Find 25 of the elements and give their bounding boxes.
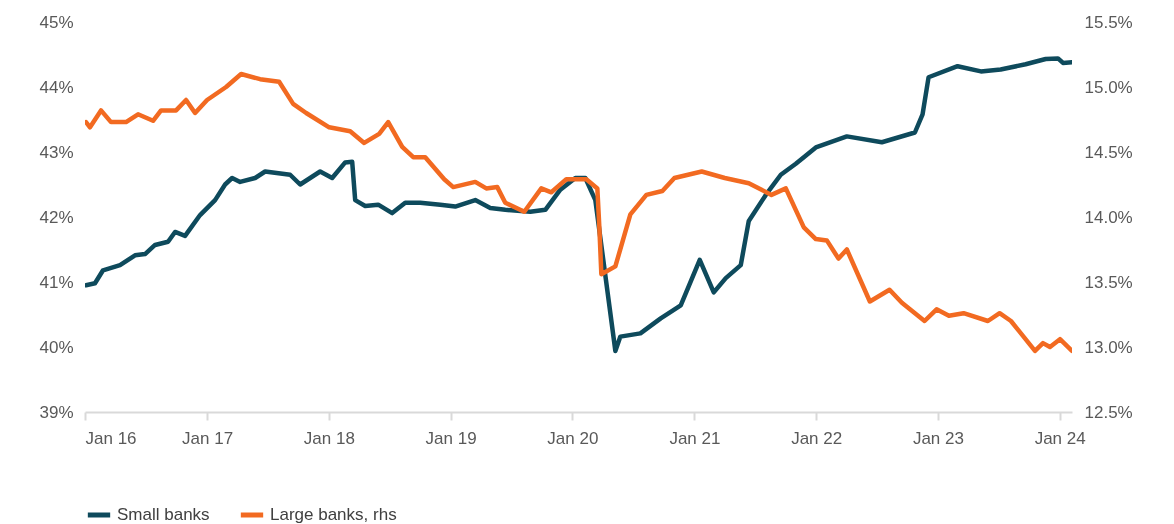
x-tick-label: Jan 19 xyxy=(425,428,477,448)
y-tick-label: 44% xyxy=(39,77,74,97)
y-tick-label: 40% xyxy=(39,337,74,357)
x-tick-label: Jan 23 xyxy=(912,428,964,448)
y2-tick-label: 15.0% xyxy=(1084,77,1133,97)
x-tick-label: Jan 24 xyxy=(1034,428,1086,448)
y-tick-label: 42% xyxy=(39,207,74,227)
x-tick-label: Jan 16 xyxy=(85,428,137,448)
legend-label: Large banks, rhs xyxy=(270,505,397,524)
x-tick-label: Jan 17 xyxy=(182,428,234,448)
y2-tick-label: 14.0% xyxy=(1084,207,1133,227)
y2-tick-label: 12.5% xyxy=(1084,402,1133,422)
y2-tick-label: 13.0% xyxy=(1084,337,1133,357)
y2-tick-label: 13.5% xyxy=(1084,272,1133,292)
x-tick-label: Jan 20 xyxy=(547,428,599,448)
y2-tick-label: 15.5% xyxy=(1084,12,1133,32)
x-tick-label: Jan 22 xyxy=(791,428,843,448)
y-tick-label: 41% xyxy=(39,272,74,292)
y-tick-label: 45% xyxy=(39,12,74,32)
y-tick-label: 43% xyxy=(39,142,74,162)
y-tick-label: 39% xyxy=(39,402,74,422)
y2-tick-label: 14.5% xyxy=(1084,142,1133,162)
x-tick-label: Jan 18 xyxy=(303,428,355,448)
legend-label: Small banks xyxy=(117,505,210,524)
x-tick-label: Jan 21 xyxy=(669,428,721,448)
